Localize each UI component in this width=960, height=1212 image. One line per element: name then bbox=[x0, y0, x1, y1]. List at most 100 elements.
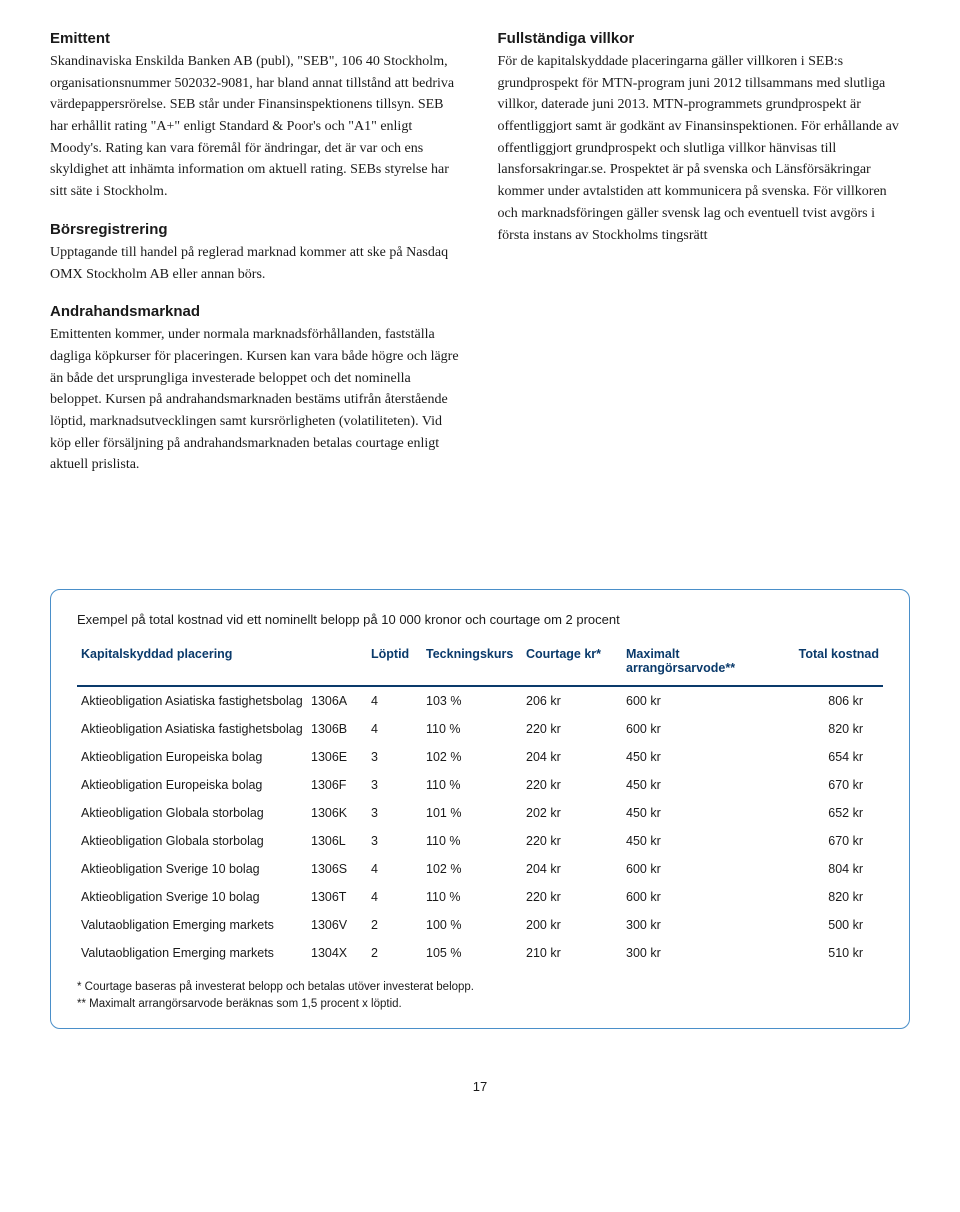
th-courtage: Courtage kr* bbox=[522, 641, 622, 686]
cell-courtage: 204 kr bbox=[522, 743, 622, 771]
cell-name: Aktieobligation Sverige 10 bolag bbox=[77, 855, 307, 883]
cell-name: Aktieobligation Asiatiska fastighetsbola… bbox=[77, 686, 307, 715]
table-row: Aktieobligation Globala storbolag1306L31… bbox=[77, 827, 883, 855]
footnote-1: * Courtage baseras på investerat belopp … bbox=[77, 979, 883, 996]
th-arvode: Maximalt arrangörsarvode** bbox=[622, 641, 752, 686]
th-placering: Kapitalskyddad placering bbox=[77, 641, 307, 686]
page-number: 17 bbox=[50, 1079, 910, 1094]
table-header-row: Kapitalskyddad placering Löptid Teckning… bbox=[77, 641, 883, 686]
th-total: Total kostnad bbox=[752, 641, 883, 686]
emittent-heading: Emittent bbox=[50, 30, 463, 47]
villkor-heading: Fullständiga villkor bbox=[498, 30, 911, 47]
th-teckningskurs: Teckningskurs bbox=[422, 641, 522, 686]
cell-teckning: 110 % bbox=[422, 771, 522, 799]
cell-teckning: 103 % bbox=[422, 686, 522, 715]
cell-code: 1306S bbox=[307, 855, 367, 883]
borsregistrering-heading: Börsregistrering bbox=[50, 221, 463, 238]
cell-code: 1306T bbox=[307, 883, 367, 911]
andrahandsmarknad-heading: Andrahandsmarknad bbox=[50, 303, 463, 320]
cell-name: Aktieobligation Globala storbolag bbox=[77, 799, 307, 827]
table-footnotes: * Courtage baseras på investerat belopp … bbox=[77, 979, 883, 1012]
cell-total: 500 kr bbox=[752, 911, 883, 939]
cell-arvode: 450 kr bbox=[622, 771, 752, 799]
cell-courtage: 220 kr bbox=[522, 771, 622, 799]
andrahandsmarknad-body: Emittenten kommer, under normala marknad… bbox=[50, 324, 463, 476]
cost-example-box: Exempel på total kostnad vid ett nominel… bbox=[50, 589, 910, 1029]
cell-total: 806 kr bbox=[752, 686, 883, 715]
two-column-layout: Emittent Skandinaviska Enskilda Banken A… bbox=[50, 30, 910, 494]
table-caption: Exempel på total kostnad vid ett nominel… bbox=[77, 612, 883, 627]
villkor-body: För de kapitalskyddade placeringarna gäl… bbox=[498, 51, 911, 246]
cell-loptid: 3 bbox=[367, 799, 422, 827]
cell-total: 820 kr bbox=[752, 715, 883, 743]
cell-loptid: 4 bbox=[367, 715, 422, 743]
cell-total: 652 kr bbox=[752, 799, 883, 827]
cell-name: Aktieobligation Asiatiska fastighetsbola… bbox=[77, 715, 307, 743]
cell-teckning: 110 % bbox=[422, 883, 522, 911]
table-row: Aktieobligation Asiatiska fastighetsbola… bbox=[77, 686, 883, 715]
cell-code: 1304X bbox=[307, 939, 367, 967]
cell-teckning: 105 % bbox=[422, 939, 522, 967]
cell-code: 1306E bbox=[307, 743, 367, 771]
cell-arvode: 450 kr bbox=[622, 799, 752, 827]
cell-arvode: 450 kr bbox=[622, 743, 752, 771]
cell-courtage: 210 kr bbox=[522, 939, 622, 967]
cell-arvode: 450 kr bbox=[622, 827, 752, 855]
cell-courtage: 220 kr bbox=[522, 883, 622, 911]
footnote-2: ** Maximalt arrangörsarvode beräknas som… bbox=[77, 996, 883, 1013]
th-code bbox=[307, 641, 367, 686]
cell-name: Valutaobligation Emerging markets bbox=[77, 911, 307, 939]
th-arvode-l2: arrangörsarvode** bbox=[626, 661, 735, 675]
emittent-body: Skandinaviska Enskilda Banken AB (publ),… bbox=[50, 51, 463, 203]
cell-total: 804 kr bbox=[752, 855, 883, 883]
cell-name: Aktieobligation Europeiska bolag bbox=[77, 743, 307, 771]
cell-teckning: 100 % bbox=[422, 911, 522, 939]
table-row: Aktieobligation Europeiska bolag1306F311… bbox=[77, 771, 883, 799]
table-row: Aktieobligation Sverige 10 bolag1306T411… bbox=[77, 883, 883, 911]
cell-courtage: 204 kr bbox=[522, 855, 622, 883]
cell-name: Aktieobligation Sverige 10 bolag bbox=[77, 883, 307, 911]
cell-loptid: 4 bbox=[367, 686, 422, 715]
cell-code: 1306K bbox=[307, 799, 367, 827]
cell-courtage: 202 kr bbox=[522, 799, 622, 827]
cell-arvode: 600 kr bbox=[622, 883, 752, 911]
cell-loptid: 4 bbox=[367, 855, 422, 883]
cell-courtage: 206 kr bbox=[522, 686, 622, 715]
cell-code: 1306A bbox=[307, 686, 367, 715]
cell-loptid: 3 bbox=[367, 771, 422, 799]
th-loptid: Löptid bbox=[367, 641, 422, 686]
cell-name: Aktieobligation Globala storbolag bbox=[77, 827, 307, 855]
table-row: Valutaobligation Emerging markets1304X21… bbox=[77, 939, 883, 967]
cell-loptid: 4 bbox=[367, 883, 422, 911]
cell-teckning: 101 % bbox=[422, 799, 522, 827]
cell-name: Valutaobligation Emerging markets bbox=[77, 939, 307, 967]
cell-arvode: 600 kr bbox=[622, 686, 752, 715]
table-row: Aktieobligation Sverige 10 bolag1306S410… bbox=[77, 855, 883, 883]
cell-code: 1306F bbox=[307, 771, 367, 799]
cell-code: 1306V bbox=[307, 911, 367, 939]
cell-total: 670 kr bbox=[752, 771, 883, 799]
table-row: Aktieobligation Globala storbolag1306K31… bbox=[77, 799, 883, 827]
cell-arvode: 300 kr bbox=[622, 911, 752, 939]
table-row: Aktieobligation Europeiska bolag1306E310… bbox=[77, 743, 883, 771]
th-arvode-l1: Maximalt bbox=[626, 647, 680, 661]
cell-name: Aktieobligation Europeiska bolag bbox=[77, 771, 307, 799]
cell-loptid: 3 bbox=[367, 743, 422, 771]
cell-arvode: 600 kr bbox=[622, 715, 752, 743]
cell-teckning: 110 % bbox=[422, 715, 522, 743]
cell-arvode: 600 kr bbox=[622, 855, 752, 883]
right-column: Fullständiga villkor För de kapitalskydd… bbox=[498, 30, 911, 494]
cell-total: 820 kr bbox=[752, 883, 883, 911]
cell-code: 1306B bbox=[307, 715, 367, 743]
cost-table: Kapitalskyddad placering Löptid Teckning… bbox=[77, 641, 883, 967]
cell-teckning: 110 % bbox=[422, 827, 522, 855]
table-row: Valutaobligation Emerging markets1306V21… bbox=[77, 911, 883, 939]
cell-total: 670 kr bbox=[752, 827, 883, 855]
cell-loptid: 3 bbox=[367, 827, 422, 855]
cell-total: 654 kr bbox=[752, 743, 883, 771]
left-column: Emittent Skandinaviska Enskilda Banken A… bbox=[50, 30, 463, 494]
cell-loptid: 2 bbox=[367, 939, 422, 967]
cell-teckning: 102 % bbox=[422, 743, 522, 771]
cell-arvode: 300 kr bbox=[622, 939, 752, 967]
cell-courtage: 200 kr bbox=[522, 911, 622, 939]
